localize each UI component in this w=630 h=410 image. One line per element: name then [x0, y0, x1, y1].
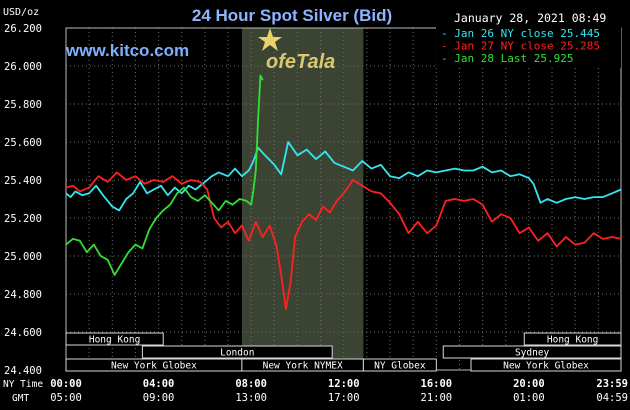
x-tick-labels: 00:00 05:00 04:00 09:00 08:00 13:00 12:00 17:00…: [50, 378, 628, 404]
y-tick-labels: 24.400 24.600 24.800 25.000 25.200 25.400 25.6…: [4, 23, 42, 377]
session-label: NY Globex: [374, 361, 426, 372]
x-tick-label-ny: 12:00: [328, 378, 360, 390]
x-tick-label-gmt: 05:00: [50, 392, 82, 404]
session-label: Sydney: [515, 348, 550, 359]
legend-background: [436, 25, 621, 68]
session-bar-box: [65, 332, 164, 346]
x-tick-label-gmt: 09:00: [143, 392, 175, 404]
x-tick-label-ny: 08:00: [235, 378, 267, 390]
y-tick-label: 25.200: [4, 213, 42, 225]
y-tick-label: 25.000: [4, 251, 42, 263]
x-tick-label-ny: 04:00: [143, 378, 175, 390]
session-bar-box: [141, 345, 333, 359]
session-bar: Hong Kong: [523, 332, 622, 346]
session-bar-box: [362, 358, 437, 372]
session-bars: Hong Kong London New York Globex New York N…: [65, 332, 622, 372]
y-tick-label: 24.600: [4, 327, 42, 339]
x-tick-label-ny: 00:00: [50, 378, 82, 390]
series-line: [65, 141, 622, 212]
chart-title: 24 Hour Spot Silver (Bid): [192, 6, 392, 25]
y-tick-label: 24.800: [4, 289, 42, 301]
session-bar: Hong Kong: [65, 332, 164, 346]
legend-entry: - Jan 28 Last 25.925: [441, 52, 573, 65]
chart-grid: [66, 27, 621, 371]
y-tick-label: 24.400: [4, 365, 42, 377]
nymex-session-band: [241, 28, 364, 370]
y-tick-label: 26.200: [4, 23, 42, 35]
series-line: [65, 171, 622, 311]
session-bar: New York Globex: [65, 358, 243, 372]
session-bar-box: [470, 358, 622, 372]
x-tick-label-gmt: 04:59: [596, 392, 628, 404]
y-tick-label: 26.000: [4, 61, 42, 73]
x-tick-label-gmt: 21:00: [421, 392, 453, 404]
series-line: [65, 74, 264, 276]
chart-legend: - Jan 26 NY close 25.445- Jan 27 NY clos…: [436, 25, 621, 68]
session-bar: London: [141, 345, 333, 359]
session-bar: New York Globex: [470, 358, 622, 372]
x-tick-label-ny: 16:00: [421, 378, 453, 390]
legend-entry: - Jan 26 NY close 25.445: [441, 27, 600, 40]
logo-text: ofeTala: [266, 51, 335, 73]
session-label: Hong Kong: [89, 335, 140, 346]
x-tick-label-ny: 23:59: [596, 378, 628, 390]
session-label: New York Globex: [111, 361, 197, 372]
session-label: New York NYMEX: [263, 361, 343, 372]
gmt-row-label: GMT: [12, 393, 29, 404]
logo-star-icon: [258, 28, 282, 51]
series-lines: [65, 74, 622, 311]
session-label: Hong Kong: [547, 335, 598, 346]
kitco-watermark: www.kitco.com: [65, 41, 189, 60]
session-bar: Sydney: [442, 345, 622, 359]
y-tick-label: 25.800: [4, 99, 42, 111]
y-axis-label: USD/oz: [3, 7, 39, 18]
kitco-logo: ofeTala: [258, 28, 335, 73]
y-tick-label: 25.400: [4, 175, 42, 187]
ny-time-row-label: NY Time: [3, 379, 43, 390]
session-label: New York Globex: [503, 361, 589, 372]
x-tick-label-gmt: 13:00: [235, 392, 267, 404]
session-label: London: [220, 348, 254, 359]
x-tick-label-ny: 20:00: [513, 378, 545, 390]
x-tick-label-gmt: 01:00: [513, 392, 545, 404]
session-bar-box: [442, 345, 622, 359]
chart-subtitle: January 28, 2021 08:49: [454, 11, 606, 25]
y-tick-label: 25.600: [4, 137, 42, 149]
x-tick-label-gmt: 17:00: [328, 392, 360, 404]
session-bar-box: [523, 332, 622, 346]
session-bar: New York NYMEX: [241, 358, 364, 372]
session-bar: NY Globex: [362, 358, 437, 372]
legend-entry: - Jan 27 NY close 25.285: [441, 40, 600, 53]
